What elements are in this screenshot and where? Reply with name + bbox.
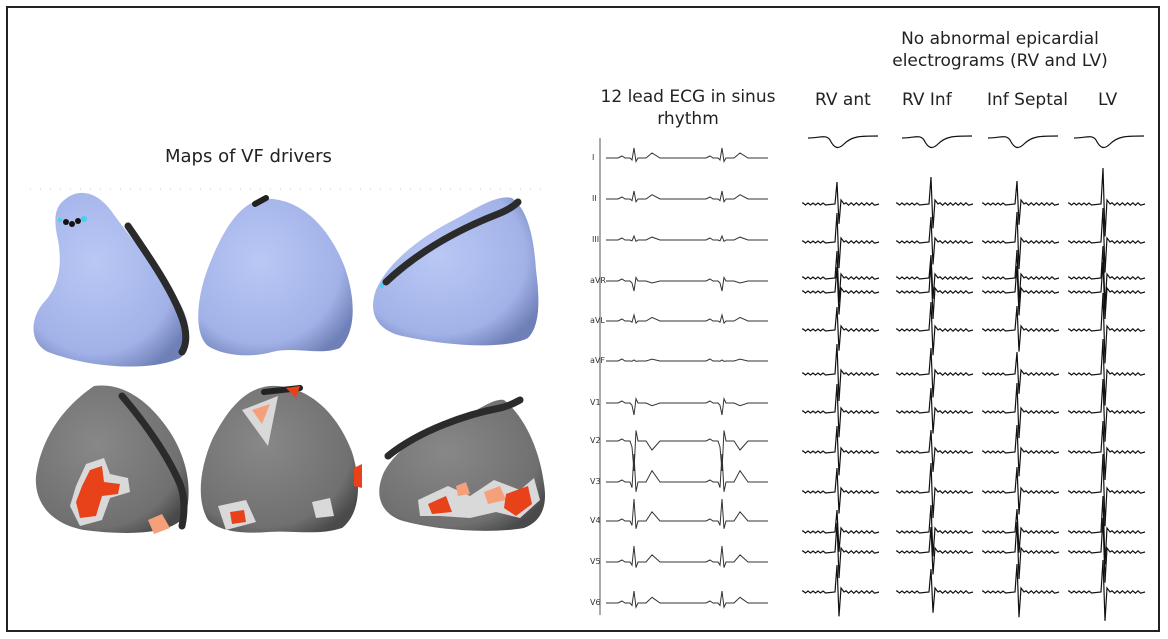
epicardial-electrogram-col4-row1 [1068, 167, 1146, 237]
epicardial-electrogram-col4-row5 [1068, 292, 1146, 364]
lead-label-II: II [592, 194, 597, 203]
epicardial-electrogram-col3-row6 [982, 351, 1060, 394]
lead-label-V1: V1 [590, 398, 601, 407]
epicardial-electrogram-col1-row11 [802, 522, 880, 579]
ecg-trace-V6 [606, 590, 768, 609]
epicardial-electrogram-col3-row4 [982, 265, 1060, 316]
epicardial-electrogram-col1-row1 [802, 181, 880, 224]
lead-label-V4: V4 [590, 516, 601, 525]
map-drivers-posterior-view [200, 385, 362, 533]
epicardial-electrogram-traces [802, 135, 1146, 621]
lead-label-V5: V5 [590, 557, 601, 566]
ecg-title: 12 lead ECG in sinus rhythm [600, 87, 776, 129]
epicardial-electrogram-col4-row12 [1068, 559, 1146, 621]
epicardial-electrogram-col4-row6 [1068, 338, 1146, 406]
epicardial-electrogram-col1-row3 [802, 250, 880, 303]
epicardial-electrogram-col2-row12 [896, 568, 974, 613]
epicardial-electrogram-col1-row10 [802, 509, 880, 552]
epicardial-electrogram-col4-row11 [1068, 517, 1146, 583]
epicardial-electrogram-col1-row4 [802, 266, 880, 315]
column-header-rv-inf: RV Inf [902, 90, 952, 110]
epicardial-electrogram-col3-row7 [982, 382, 1060, 439]
epicardial-electrogram-col4-row8 [1068, 420, 1146, 480]
ecg-trace-V1 [606, 397, 768, 416]
map-normal-right-view [33, 192, 190, 367]
ecg-trace-V3 [606, 453, 768, 492]
epicardial-electrogram-col4-row7 [1068, 378, 1146, 442]
ecg-trace-III [606, 234, 768, 243]
lead-label-V6: V6 [590, 598, 601, 607]
epicardial-electrogram-col3-row3 [982, 249, 1060, 304]
epicardial-electrogram-col3-row8 [982, 424, 1060, 477]
epicardial-template-4 [1073, 135, 1145, 149]
lead-label-I: I [592, 153, 595, 162]
column-header-lv: LV [1098, 90, 1118, 110]
epicardial-electrogram-col4-row10 [1068, 495, 1146, 565]
lead-label-V3: V3 [590, 477, 601, 486]
vf-maps-title: Maps of VF drivers [165, 146, 332, 167]
epicardial-electrogram-col1-row8 [802, 425, 880, 476]
ecg-trace-aVL [606, 313, 768, 325]
epicardial-electrogram-col3-row1 [982, 180, 1060, 225]
epicardial-template-3 [987, 135, 1059, 149]
epicardial-electrogram-col4-row4 [1068, 261, 1146, 320]
epicardial-electrogram-col2-row4 [896, 261, 974, 320]
column-header-inf-septal: Inf Septal [987, 90, 1069, 110]
map-drivers-left-view [379, 396, 546, 531]
lead-label-aVF: aVF [590, 356, 605, 365]
epicardial-electrogram-col2-row9 [896, 462, 974, 519]
epicardial-electrogram-col3-row11 [982, 521, 1060, 580]
lead-label-V2: V2 [590, 436, 601, 445]
epicardial-electrogram-col2-row1 [896, 176, 974, 229]
epicardial-electrogram-col2-row2 [896, 216, 974, 265]
ecg-trace-V5 [606, 545, 768, 568]
epicardial-electrogram-col2-row5 [896, 301, 974, 356]
epicardial-electrogram-col2-row7 [896, 387, 974, 434]
ecg-trace-V2 [606, 430, 768, 472]
epicardial-title: No abnormal epicardial electrograms (RV … [892, 29, 1108, 71]
epicardial-electrogram-col3-row2 [982, 211, 1060, 270]
epicardial-electrogram-col3-row5 [982, 305, 1060, 352]
epicardial-electrogram-col1-row5 [802, 306, 880, 351]
epicardial-electrogram-col3-row10 [982, 508, 1060, 553]
lead-label-III: III [592, 235, 600, 244]
epicardial-electrogram-col1-row12 [802, 564, 880, 617]
ecg-traces [606, 147, 768, 609]
map-normal-posterior-view [198, 195, 353, 356]
epicardial-electrogram-col2-row8 [896, 429, 974, 472]
ecg-trace-I [606, 147, 768, 164]
epicardial-electrogram-col4-row3 [1068, 245, 1146, 307]
map-normal-left-view [373, 197, 539, 346]
ecg-trace-aVF [606, 358, 768, 362]
ecg-trace-aVR [606, 275, 768, 292]
epicardial-electrogram-col3-row12 [982, 563, 1060, 618]
map-drivers-right-view [35, 385, 189, 534]
epicardial-electrogram-col1-row2 [802, 212, 880, 269]
epicardial-electrogram-col4-row2 [1068, 207, 1146, 273]
epicardial-electrogram-col2-row6 [896, 347, 974, 398]
epicardial-electrogram-col2-row10 [896, 504, 974, 557]
epicardial-electrogram-col3-row9 [982, 466, 1060, 515]
epicardial-electrogram-col2-row3 [896, 254, 974, 299]
epicardial-electrogram-col1-row6 [802, 343, 880, 402]
epicardial-electrogram-col4-row9 [1068, 453, 1146, 527]
ecg-trace-II [606, 190, 768, 204]
column-header-rv-ant: RV ant [815, 90, 871, 110]
ecg-trace-V4 [606, 498, 768, 529]
epicardial-electrogram-col2-row11 [896, 526, 974, 575]
epicardial-template-1 [807, 135, 879, 149]
epicardial-electrogram-col1-row7 [802, 383, 880, 438]
epicardial-template-2 [901, 135, 973, 149]
lead-label-aVR: aVR [590, 276, 606, 285]
lead-label-aVL: aVL [590, 316, 605, 325]
epicardial-electrogram-col1-row9 [802, 467, 880, 514]
